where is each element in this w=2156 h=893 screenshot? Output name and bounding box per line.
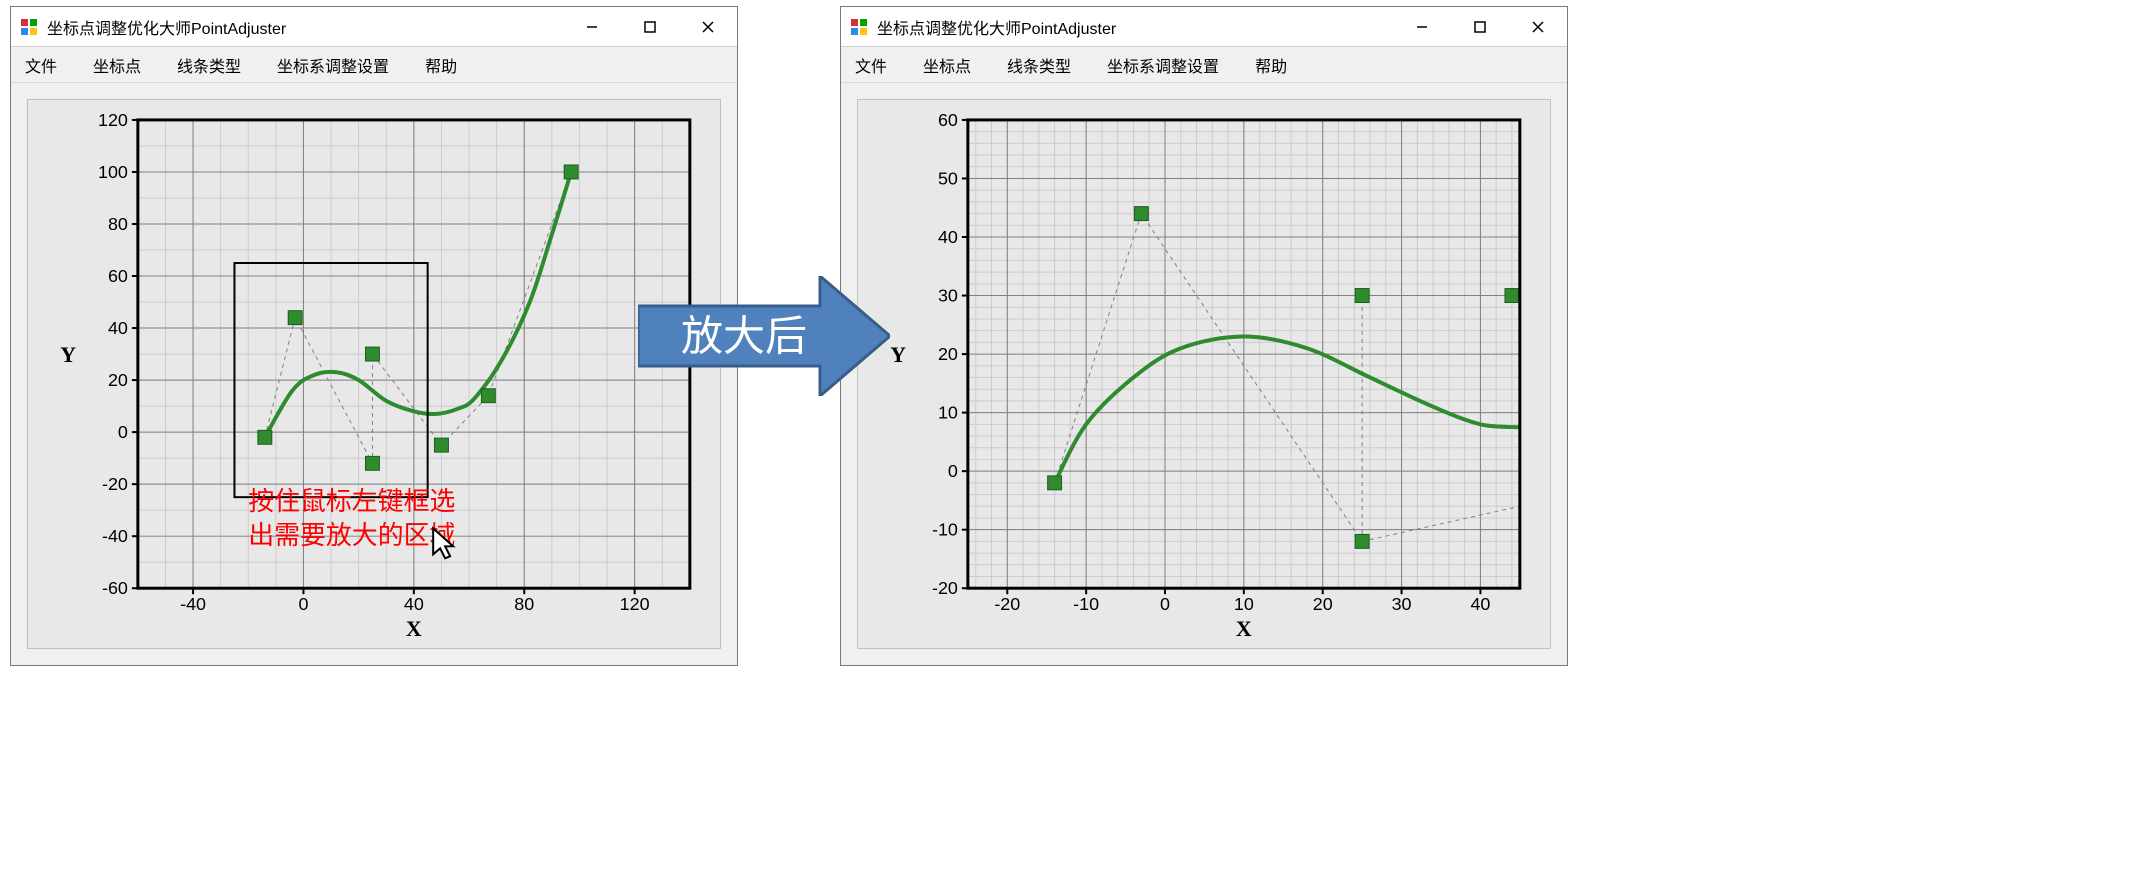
xtick-label: 120 — [620, 594, 650, 614]
data-point-2[interactable] — [365, 456, 379, 470]
xtick-label: -10 — [1073, 594, 1099, 614]
xtick-label: 20 — [1313, 594, 1333, 614]
ytick-label: 80 — [108, 214, 128, 234]
app-icon — [19, 17, 39, 37]
client-area: -40 0 40 80 120 -60 -40 -20 0 20 40 60 80 100 120 X Y 按住鼠… — [11, 83, 737, 665]
y-axis-label: Y — [890, 342, 906, 367]
minimize-button[interactable] — [1393, 7, 1451, 47]
menu-item-1[interactable]: 坐标点 — [917, 49, 977, 81]
menu-item-1[interactable]: 坐标点 — [87, 49, 147, 81]
data-point-0[interactable] — [258, 430, 272, 444]
data-point-3[interactable] — [1355, 289, 1369, 303]
ytick-label: -60 — [102, 578, 128, 598]
minimize-button[interactable] — [563, 7, 621, 47]
plot-svg[interactable]: -20 -10 0 10 20 30 40 -20 -10 0 10 20 30 40 50 60 X Y — [858, 100, 1550, 648]
data-point-5[interactable] — [481, 389, 495, 403]
menubar: 文件坐标点线条类型坐标系调整设置帮助 — [11, 47, 737, 83]
app-icon — [849, 17, 869, 37]
app-window-right: 坐标点调整优化大师PointAdjuster 文件坐标点线条类型坐标系调整设置帮助… — [840, 6, 1568, 666]
data-point-4[interactable] — [1505, 289, 1519, 303]
menu-item-2[interactable]: 线条类型 — [171, 49, 247, 81]
data-point-6[interactable] — [564, 165, 578, 179]
ytick-label: 0 — [118, 422, 128, 442]
ytick-label: -10 — [932, 520, 958, 540]
data-point-4[interactable] — [434, 438, 448, 452]
plot-frame: -40 0 40 80 120 -60 -40 -20 0 20 40 60 80 100 120 X Y 按住鼠… — [27, 99, 721, 649]
data-point-1[interactable] — [288, 311, 302, 325]
menu-item-2[interactable]: 线条类型 — [1001, 49, 1077, 81]
ytick-label: 30 — [938, 286, 958, 306]
data-point-1[interactable] — [1134, 207, 1148, 221]
ytick-label: 20 — [108, 370, 128, 390]
window-controls — [563, 7, 737, 47]
ytick-label: 60 — [938, 110, 958, 130]
data-point-2[interactable] — [1355, 534, 1369, 548]
annotation-line2: 出需要放大的区域 — [248, 521, 455, 550]
ytick-label: 120 — [98, 110, 128, 130]
ytick-label: -40 — [102, 526, 128, 546]
xtick-label: 80 — [514, 594, 534, 614]
client-area: -20 -10 0 10 20 30 40 -20 -10 0 10 20 30 40 50 60 X Y — [841, 83, 1567, 665]
xtick-label: -40 — [180, 594, 206, 614]
window-title: 坐标点调整优化大师PointAdjuster — [877, 15, 1116, 39]
xtick-label: 0 — [298, 594, 308, 614]
x-axis-label: X — [406, 616, 422, 641]
arrow-label: 放大后 — [681, 313, 807, 360]
menubar: 文件坐标点线条类型坐标系调整设置帮助 — [841, 47, 1567, 83]
window-title: 坐标点调整优化大师PointAdjuster — [47, 15, 286, 39]
app-window-left: 坐标点调整优化大师PointAdjuster 文件坐标点线条类型坐标系调整设置帮助… — [10, 6, 738, 666]
ytick-label: 60 — [108, 266, 128, 286]
ytick-label: 100 — [98, 162, 128, 182]
ytick-label: 50 — [938, 168, 958, 188]
window-controls — [1393, 7, 1567, 47]
plot-frame: -20 -10 0 10 20 30 40 -20 -10 0 10 20 30 40 50 60 X Y — [857, 99, 1551, 649]
zoom-arrow: 放大后 — [638, 276, 890, 396]
ytick-label: -20 — [932, 578, 958, 598]
ytick-label: 40 — [108, 318, 128, 338]
ytick-label: 20 — [938, 344, 958, 364]
ytick-label: 10 — [938, 403, 958, 423]
xtick-label: -20 — [994, 594, 1020, 614]
plot-svg[interactable]: -40 0 40 80 120 -60 -40 -20 0 20 40 60 80 100 120 X Y 按住鼠… — [28, 100, 720, 648]
x-axis-label: X — [1236, 616, 1252, 641]
maximize-button[interactable] — [621, 7, 679, 47]
titlebar[interactable]: 坐标点调整优化大师PointAdjuster — [841, 7, 1567, 47]
ytick-label: 40 — [938, 227, 958, 247]
xtick-label: 40 — [1470, 594, 1490, 614]
xtick-label: 40 — [404, 594, 424, 614]
ytick-label: -20 — [102, 474, 128, 494]
close-button[interactable] — [1509, 7, 1567, 47]
close-button[interactable] — [679, 7, 737, 47]
menu-item-0[interactable]: 文件 — [849, 49, 893, 81]
titlebar[interactable]: 坐标点调整优化大师PointAdjuster — [11, 7, 737, 47]
annotation-line1: 按住鼠标左键框选 — [248, 487, 455, 516]
menu-item-3[interactable]: 坐标系调整设置 — [271, 49, 395, 81]
data-point-3[interactable] — [365, 347, 379, 361]
xtick-label: 30 — [1392, 594, 1412, 614]
data-point-0[interactable] — [1048, 476, 1062, 490]
y-axis-label: Y — [60, 342, 76, 367]
menu-item-3[interactable]: 坐标系调整设置 — [1101, 49, 1225, 81]
ytick-label: 0 — [948, 461, 958, 481]
menu-item-4[interactable]: 帮助 — [1249, 49, 1293, 81]
xtick-label: 0 — [1160, 594, 1170, 614]
maximize-button[interactable] — [1451, 7, 1509, 47]
menu-item-0[interactable]: 文件 — [19, 49, 63, 81]
xtick-label: 10 — [1234, 594, 1254, 614]
menu-item-4[interactable]: 帮助 — [419, 49, 463, 81]
